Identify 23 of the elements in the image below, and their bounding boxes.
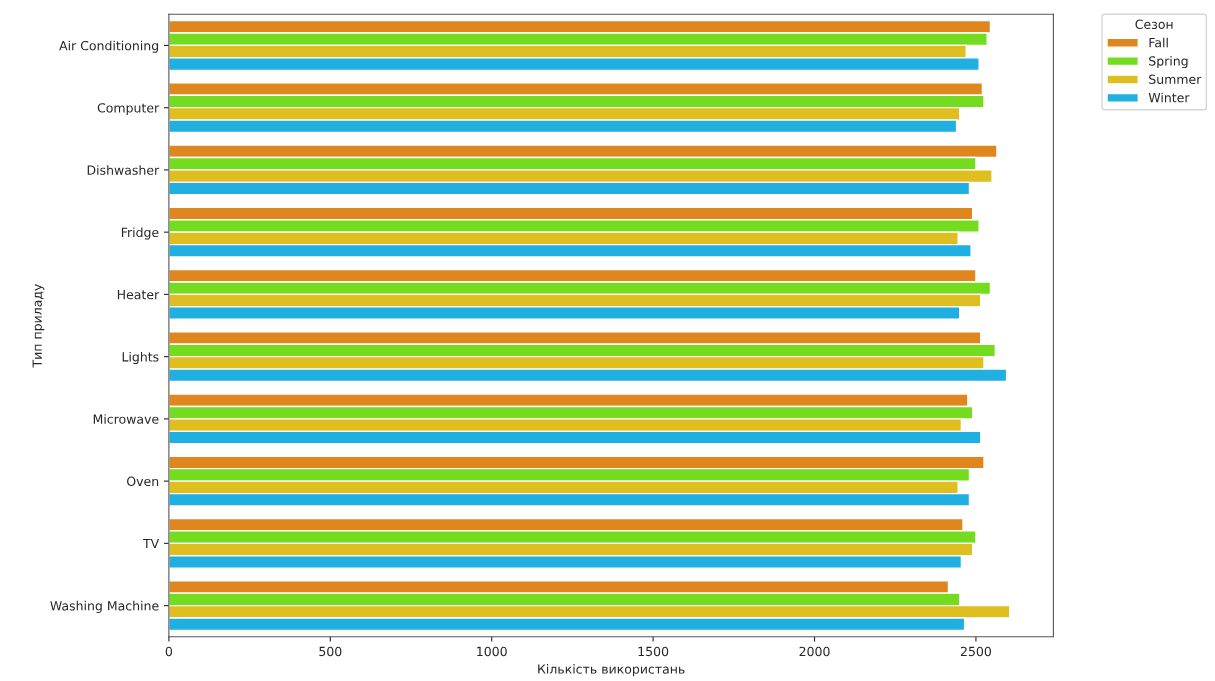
x-tick-label: 1000 xyxy=(477,646,507,657)
y-tick-label: Air Conditioning xyxy=(59,40,159,53)
legend-label: Winter xyxy=(1148,92,1190,103)
x-axis-title: Кількість використань xyxy=(538,664,685,677)
legend-label: Fall xyxy=(1149,37,1168,48)
x-tick-label: 2000 xyxy=(799,646,830,657)
legend-label: Summer xyxy=(1149,74,1202,85)
y-tick-label: Microwave xyxy=(93,414,159,424)
y-tick-label: Washing Machine xyxy=(50,600,159,613)
y-tick-label: Fridge xyxy=(121,227,159,240)
x-tick-label: 0 xyxy=(165,646,173,657)
x-tick-label: 2500 xyxy=(960,646,991,657)
y-axis-title: Тип приладу xyxy=(32,283,45,368)
y-tick-label: Oven xyxy=(127,476,159,487)
y-tick-label: TV xyxy=(142,539,160,549)
x-tick-label: 500 xyxy=(319,646,342,657)
y-tick-label: Computer xyxy=(97,103,160,116)
y-tick-label: Heater xyxy=(117,290,160,300)
legend-title: Сезон xyxy=(1135,19,1173,29)
x-tick-label: 1500 xyxy=(638,646,669,657)
y-tick-label: Lights xyxy=(122,351,159,364)
y-tick-label: Dishwasher xyxy=(87,165,160,175)
legend-label: Spring xyxy=(1149,56,1188,69)
